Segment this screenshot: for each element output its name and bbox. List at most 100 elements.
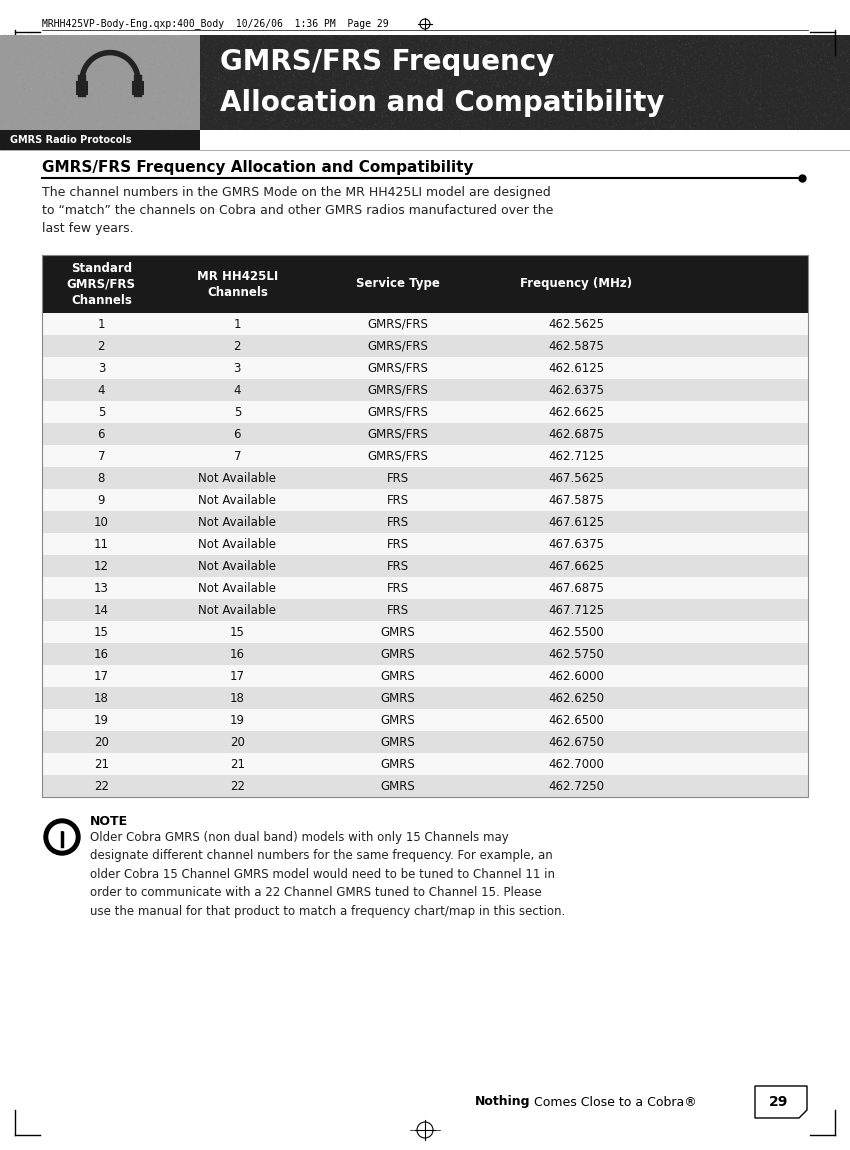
Point bbox=[434, 56, 447, 75]
Point bbox=[355, 53, 369, 71]
Point bbox=[178, 83, 192, 101]
Point bbox=[636, 89, 649, 107]
Point bbox=[665, 102, 678, 121]
Point bbox=[804, 98, 818, 116]
Point bbox=[257, 34, 270, 53]
Point bbox=[122, 29, 136, 47]
Point bbox=[269, 77, 283, 95]
Point bbox=[769, 63, 783, 82]
Point bbox=[566, 91, 580, 109]
Point bbox=[506, 39, 519, 58]
Point bbox=[549, 67, 563, 85]
Point bbox=[409, 26, 422, 45]
Point bbox=[624, 108, 638, 126]
Point bbox=[49, 106, 63, 124]
Point bbox=[835, 95, 848, 114]
Point bbox=[763, 64, 777, 83]
Point bbox=[412, 84, 426, 102]
Point bbox=[750, 33, 763, 52]
Point bbox=[9, 40, 23, 59]
Point bbox=[421, 43, 434, 61]
Point bbox=[109, 58, 122, 76]
Point bbox=[288, 58, 302, 76]
Point bbox=[354, 41, 368, 60]
Point bbox=[360, 89, 374, 107]
Point bbox=[284, 34, 298, 53]
Point bbox=[527, 30, 541, 48]
Point bbox=[753, 41, 767, 60]
Point bbox=[4, 108, 18, 126]
Point bbox=[208, 77, 222, 95]
Point bbox=[212, 121, 226, 139]
Point bbox=[536, 28, 550, 46]
Point bbox=[161, 72, 174, 91]
Point bbox=[48, 118, 62, 137]
Point bbox=[265, 58, 279, 76]
Point bbox=[43, 52, 57, 70]
Point bbox=[35, 70, 48, 89]
Point bbox=[693, 74, 706, 92]
Point bbox=[70, 85, 83, 104]
Point bbox=[319, 72, 332, 91]
Point bbox=[618, 45, 632, 63]
Point bbox=[171, 52, 184, 70]
Point bbox=[161, 48, 174, 67]
Point bbox=[71, 51, 84, 69]
Point bbox=[398, 100, 411, 118]
Point bbox=[628, 90, 642, 108]
Point bbox=[186, 39, 200, 58]
Point bbox=[802, 64, 816, 83]
Point bbox=[303, 102, 317, 121]
Point bbox=[665, 116, 678, 135]
Point bbox=[416, 45, 430, 63]
Point bbox=[62, 89, 76, 107]
Point bbox=[709, 84, 722, 102]
Point bbox=[626, 64, 639, 83]
Point bbox=[490, 77, 504, 95]
Point bbox=[363, 79, 377, 98]
Point bbox=[88, 92, 102, 110]
Point bbox=[263, 115, 276, 133]
Point bbox=[725, 76, 739, 94]
Point bbox=[11, 48, 25, 67]
Point bbox=[479, 38, 493, 56]
Point bbox=[134, 37, 148, 55]
Point bbox=[131, 102, 145, 121]
Point bbox=[406, 107, 420, 125]
Point bbox=[405, 79, 418, 98]
Point bbox=[199, 113, 212, 131]
Point bbox=[370, 41, 383, 60]
Point bbox=[179, 115, 193, 133]
Point bbox=[411, 61, 425, 79]
Point bbox=[176, 43, 190, 61]
Point bbox=[766, 68, 779, 86]
Point bbox=[331, 91, 344, 109]
Point bbox=[59, 60, 72, 78]
Point bbox=[174, 55, 188, 74]
Point bbox=[139, 71, 152, 90]
Point bbox=[52, 68, 65, 86]
Point bbox=[231, 67, 245, 85]
Point bbox=[326, 29, 340, 47]
Point bbox=[338, 98, 352, 116]
Point bbox=[657, 109, 671, 128]
Point bbox=[27, 106, 41, 124]
Point bbox=[740, 26, 754, 45]
Point bbox=[171, 105, 184, 123]
Point bbox=[100, 43, 114, 61]
Point bbox=[273, 39, 286, 58]
Point bbox=[434, 68, 448, 86]
Point bbox=[71, 115, 84, 133]
Point bbox=[641, 106, 654, 124]
Point bbox=[122, 84, 136, 102]
Point bbox=[470, 29, 484, 47]
Point bbox=[57, 106, 71, 124]
Point bbox=[98, 60, 111, 78]
Point bbox=[327, 72, 341, 91]
Point bbox=[223, 53, 236, 71]
Point bbox=[31, 120, 45, 138]
Point bbox=[558, 52, 571, 70]
Point bbox=[14, 109, 28, 128]
Point bbox=[428, 28, 442, 46]
Point bbox=[422, 59, 436, 77]
